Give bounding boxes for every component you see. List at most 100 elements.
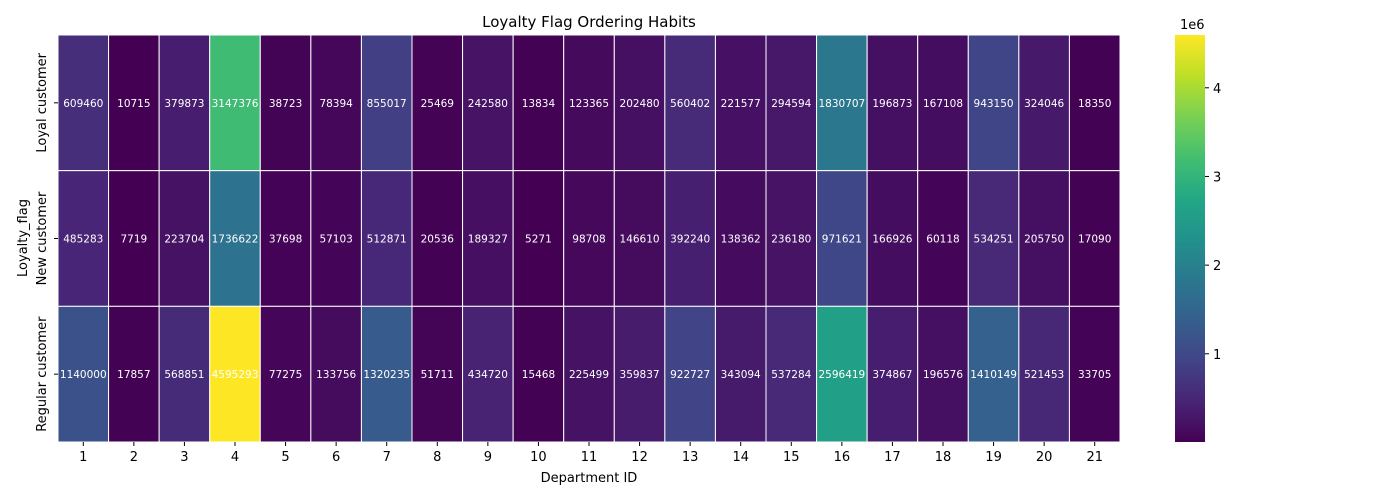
cell-value-label: 78394 (319, 98, 353, 110)
cell-value-label: 146610 (620, 234, 660, 246)
cell-value-label: 37698 (269, 234, 302, 246)
heatmap-cell (1018, 34, 1070, 172)
heatmap-cell (310, 305, 362, 443)
cell-value-label: 138362 (721, 234, 761, 246)
cell-value-label: 1830707 (818, 98, 865, 110)
x-tick-label: 9 (484, 450, 492, 465)
heatmap-cell (57, 170, 110, 307)
heatmap-cell (714, 170, 767, 307)
cell-value-label: 133756 (316, 369, 356, 381)
cell-value-label: 374867 (872, 369, 912, 381)
cell-value-label: 57103 (319, 234, 352, 246)
y-tick-label: Loyal customer (35, 52, 50, 152)
cell-value-label: 568851 (164, 369, 204, 381)
heatmap-cell (259, 305, 312, 443)
cell-value-label: 3147376 (212, 98, 259, 110)
cell-value-label: 10715 (117, 98, 150, 110)
colorbar-tick-label: 3 (1213, 170, 1221, 185)
heatmap-cell (411, 305, 464, 443)
cell-value-label: 560402 (670, 98, 710, 110)
heatmap-cell (563, 305, 615, 443)
heatmap-cell (209, 305, 261, 443)
x-tick-label: 17 (884, 450, 901, 465)
heatmap-cell (917, 34, 969, 172)
cell-value-label: 167108 (923, 98, 963, 110)
cell-value-label: 189327 (468, 234, 508, 246)
x-tick-label: 19 (985, 450, 1002, 465)
cell-value-label: 512871 (367, 234, 407, 246)
x-tick-label: 3 (180, 450, 188, 465)
heatmap-cell (613, 305, 666, 443)
cell-value-label: 1410149 (970, 369, 1017, 381)
cell-value-label: 236180 (771, 234, 811, 246)
x-tick-label: 4 (231, 450, 239, 465)
heatmap-cell (310, 170, 362, 307)
heatmap-cell (259, 34, 312, 172)
x-tick-label: 10 (530, 450, 547, 465)
heatmap-cell (967, 305, 1020, 443)
heatmap-cell (613, 34, 666, 172)
x-tick-label: 15 (783, 450, 800, 465)
cell-value-label: 225499 (569, 369, 609, 381)
cell-value-label: 223704 (164, 234, 204, 246)
cell-value-label: 4595293 (212, 369, 259, 381)
cell-value-label: 123365 (569, 98, 609, 110)
heatmap-cell (714, 34, 767, 172)
x-tick-label: 12 (631, 450, 648, 465)
y-tick-label: New customer (35, 191, 50, 285)
colorbar: 1 2 3 4 1e6 (1175, 18, 1221, 442)
heatmap-cell (57, 34, 110, 172)
heatmap-cell (512, 34, 565, 172)
cell-value-label: 534251 (974, 234, 1014, 246)
cell-value-label: 5271 (525, 234, 552, 246)
cell-value-label: 1140000 (60, 369, 107, 381)
heatmap-cell (816, 170, 868, 307)
x-axis: 1 2 3 4 5 6 7 8 9 10 11 12 13 14 15 16 17 18 19 20 21 (79, 442, 1103, 465)
cell-value-label: 434720 (468, 369, 508, 381)
heatmap-cell (664, 305, 716, 443)
x-tick-label: 16 (834, 450, 851, 465)
x-tick-label: 1 (79, 450, 87, 465)
heatmap-cells: 609460 10715 379873 3147376 38723 78394 855017… (57, 34, 1121, 443)
cell-value-label: 537284 (771, 369, 811, 381)
cell-value-label: 13834 (522, 98, 556, 110)
cell-value-label: 17090 (1078, 234, 1111, 246)
cell-value-label: 17857 (117, 369, 150, 381)
cell-value-label: 485283 (63, 234, 103, 246)
x-tick-label: 8 (433, 450, 441, 465)
y-tick-label: Regular customer (35, 316, 50, 432)
cell-value-label: 343094 (721, 369, 761, 381)
heatmap-cell (664, 34, 716, 172)
colorbar-multiplier: 1e6 (1180, 18, 1205, 33)
x-axis-label: Department ID (541, 471, 638, 486)
heatmap-cell (209, 34, 261, 172)
x-tick-label: 18 (935, 450, 952, 465)
y-axis: Loyal customer New customer Regular custom… (35, 52, 58, 432)
x-tick-label: 14 (732, 450, 749, 465)
heatmap-cell (765, 170, 818, 307)
cell-value-label: 294594 (771, 98, 811, 110)
cell-value-label: 609460 (63, 98, 103, 110)
heatmap-cell (108, 170, 160, 307)
cell-value-label: 242580 (468, 98, 508, 110)
cell-value-label: 324046 (1024, 98, 1064, 110)
heatmap-cell (209, 170, 261, 307)
heatmap-cell (866, 305, 919, 443)
cell-value-label: 221577 (721, 98, 761, 110)
cell-value-label: 943150 (974, 98, 1014, 110)
x-tick-label: 11 (581, 450, 598, 465)
x-tick-label: 13 (682, 450, 699, 465)
cell-value-label: 166926 (872, 234, 912, 246)
heatmap-cell (512, 170, 565, 307)
cell-value-label: 196576 (923, 369, 963, 381)
colorbar-tick-label: 4 (1213, 82, 1221, 97)
heatmap-cell (967, 170, 1020, 307)
cell-value-label: 922727 (670, 369, 710, 381)
heatmap-cell (967, 34, 1020, 172)
cell-value-label: 196873 (872, 98, 912, 110)
cell-value-label: 1320235 (363, 369, 410, 381)
cell-value-label: 202480 (620, 98, 660, 110)
cell-value-label: 60118 (926, 234, 959, 246)
heatmap-cell (310, 34, 362, 172)
cell-value-label: 205750 (1024, 234, 1064, 246)
